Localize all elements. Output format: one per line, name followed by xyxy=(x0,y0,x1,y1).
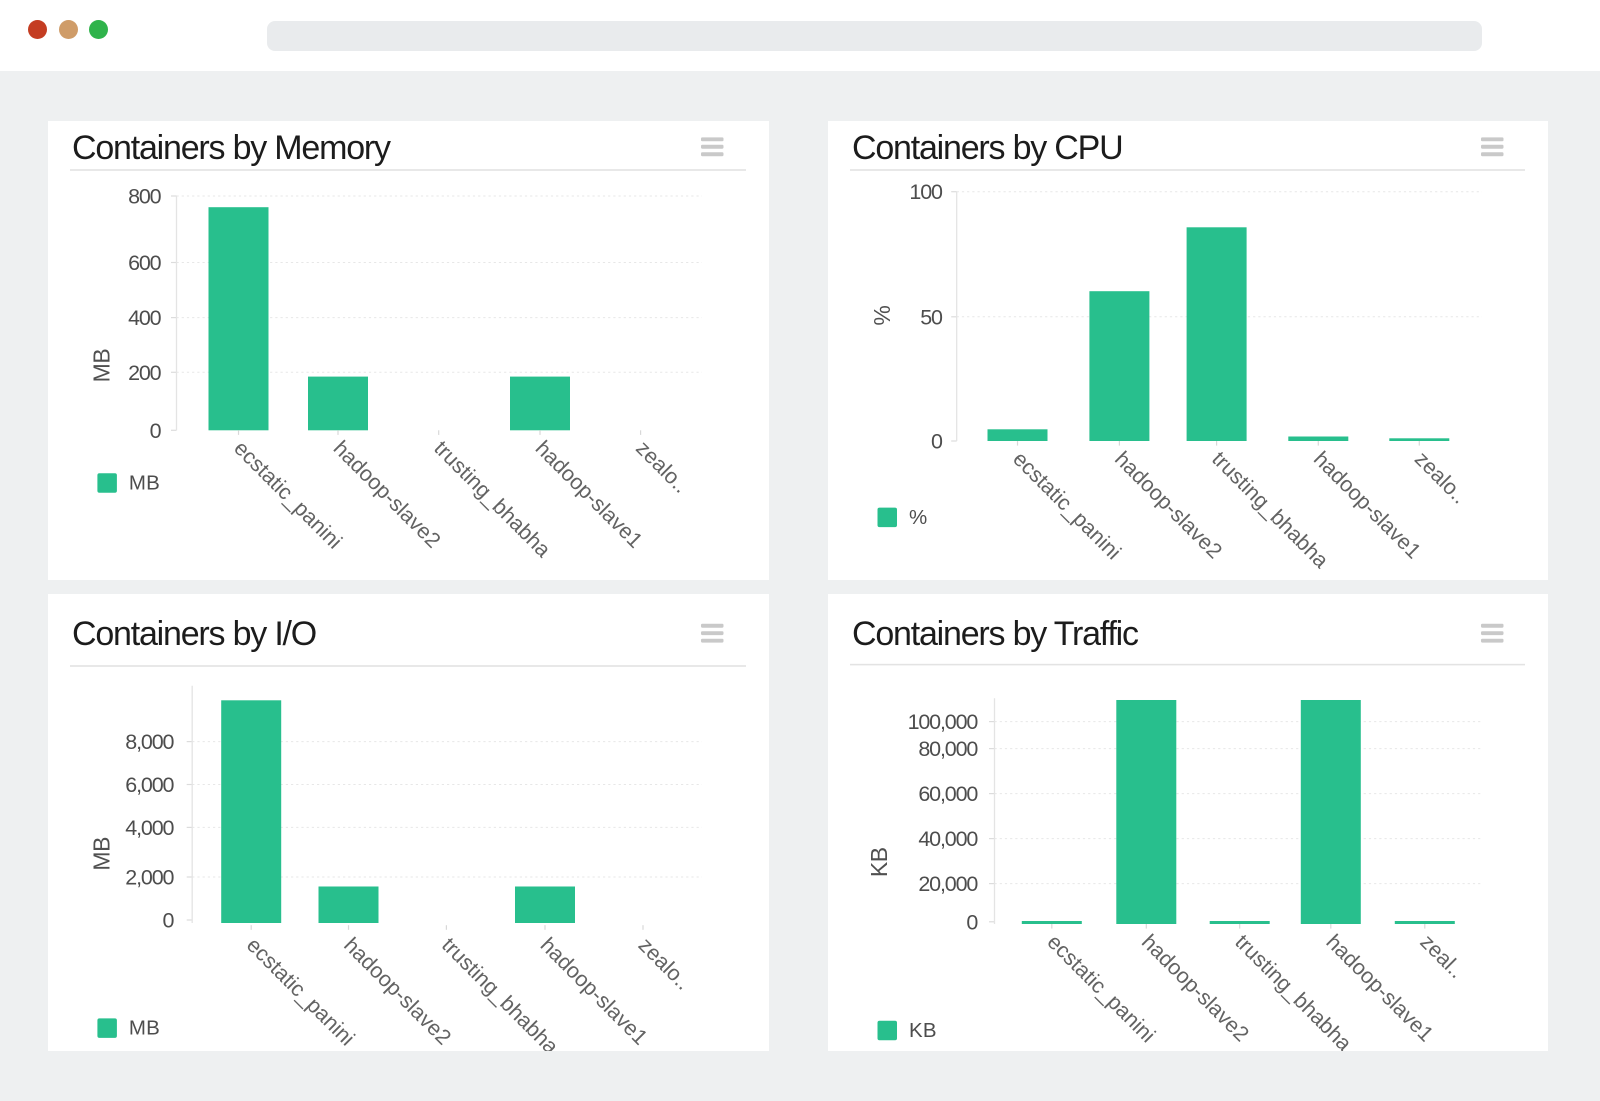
svg-text:6,000: 6,000 xyxy=(125,773,174,797)
svg-text:0: 0 xyxy=(150,419,162,443)
svg-text:MB: MB xyxy=(89,349,115,383)
svg-text:zeal..: zeal.. xyxy=(1415,929,1468,982)
svg-text:ecstatic_panini: ecstatic_panini xyxy=(1008,447,1125,564)
svg-text:ecstatic_panini: ecstatic_panini xyxy=(229,436,346,553)
svg-text:8,000: 8,000 xyxy=(125,730,174,754)
svg-text:MB: MB xyxy=(129,1016,160,1039)
svg-text:600: 600 xyxy=(128,251,162,275)
svg-text:100,000: 100,000 xyxy=(908,710,979,734)
svg-text:0: 0 xyxy=(162,908,174,932)
svg-text:zealo..: zealo.. xyxy=(634,933,696,995)
svg-text:4,000: 4,000 xyxy=(125,815,174,839)
svg-text:%: % xyxy=(909,506,927,529)
svg-text:Containers by CPU: Containers by CPU xyxy=(852,129,1122,167)
svg-text:2,000: 2,000 xyxy=(125,865,174,889)
svg-text:Containers by Traffic: Containers by Traffic xyxy=(852,614,1139,652)
svg-text:Containers by Memory: Containers by Memory xyxy=(72,129,391,167)
svg-text:20,000: 20,000 xyxy=(918,872,978,896)
svg-text:zealo..: zealo.. xyxy=(631,436,693,498)
svg-text:%: % xyxy=(869,306,895,326)
svg-text:800: 800 xyxy=(128,185,162,209)
svg-text:hadoop-slave1: hadoop-slave1 xyxy=(531,436,648,553)
svg-text:0: 0 xyxy=(966,910,978,934)
svg-text:100: 100 xyxy=(909,181,943,205)
svg-text:KB: KB xyxy=(909,1019,937,1042)
svg-text:hadoop-slave1: hadoop-slave1 xyxy=(1309,447,1426,564)
svg-text:Containers by I/O: Containers by I/O xyxy=(72,614,316,652)
svg-text:400: 400 xyxy=(128,306,162,330)
svg-text:200: 200 xyxy=(128,361,162,385)
svg-text:zealo..: zealo.. xyxy=(1410,447,1472,509)
svg-text:40,000: 40,000 xyxy=(918,827,978,851)
svg-text:60,000: 60,000 xyxy=(918,782,978,806)
svg-text:50: 50 xyxy=(920,306,943,330)
svg-text:MB: MB xyxy=(129,472,160,495)
svg-text:MB: MB xyxy=(89,836,115,870)
svg-text:0: 0 xyxy=(931,430,943,454)
svg-text:80,000: 80,000 xyxy=(918,737,978,761)
svg-text:KB: KB xyxy=(866,847,892,877)
